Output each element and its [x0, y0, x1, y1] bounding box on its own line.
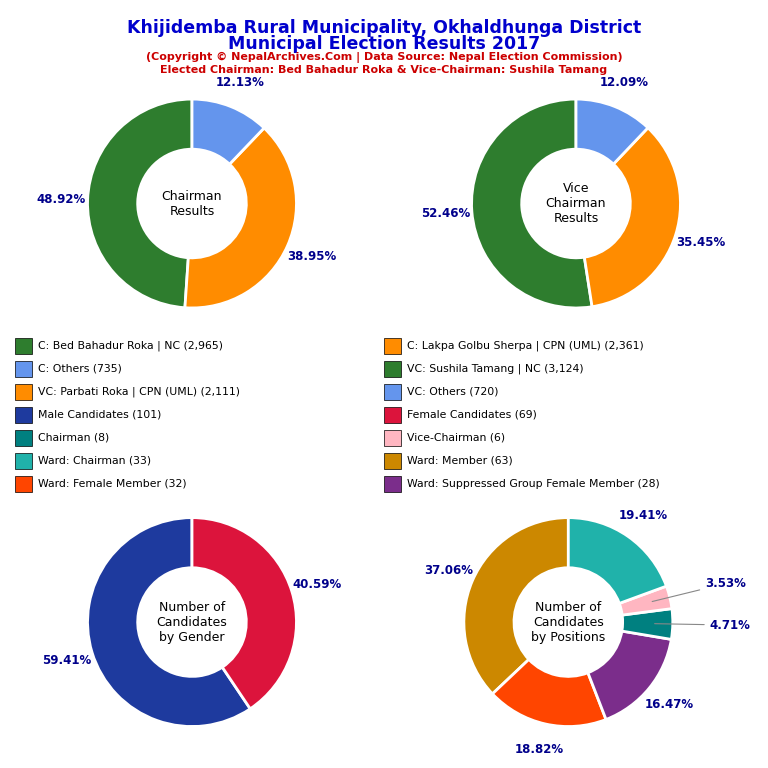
Wedge shape [584, 127, 680, 306]
Text: Female Candidates (69): Female Candidates (69) [406, 409, 537, 420]
Text: VC: Parbati Roka | CPN (UML) (2,111): VC: Parbati Roka | CPN (UML) (2,111) [38, 386, 240, 397]
Text: 40.59%: 40.59% [293, 578, 342, 591]
Text: (Copyright © NepalArchives.Com | Data Source: Nepal Election Commission): (Copyright © NepalArchives.Com | Data So… [146, 52, 622, 63]
Text: Male Candidates (101): Male Candidates (101) [38, 409, 161, 420]
Text: 16.47%: 16.47% [645, 698, 694, 711]
Wedge shape [588, 631, 671, 720]
Text: 18.82%: 18.82% [515, 743, 564, 756]
Text: VC: Others (720): VC: Others (720) [406, 386, 498, 397]
Text: 3.53%: 3.53% [652, 577, 746, 601]
Bar [384, 430, 401, 445]
Bar [384, 453, 401, 468]
Wedge shape [472, 99, 592, 308]
Bar [384, 476, 401, 492]
Bar [15, 453, 31, 468]
Bar [15, 430, 31, 445]
Text: 38.95%: 38.95% [287, 250, 336, 263]
Wedge shape [568, 518, 667, 604]
Text: 37.06%: 37.06% [424, 564, 473, 577]
Wedge shape [464, 518, 568, 694]
Text: C: Others (735): C: Others (735) [38, 363, 121, 374]
Text: Municipal Election Results 2017: Municipal Election Results 2017 [228, 35, 540, 52]
Bar [384, 407, 401, 423]
Text: Ward: Suppressed Group Female Member (28): Ward: Suppressed Group Female Member (28… [406, 478, 660, 489]
Bar [15, 407, 31, 423]
Wedge shape [492, 660, 606, 727]
Wedge shape [576, 99, 648, 164]
Text: VC: Sushila Tamang | NC (3,124): VC: Sushila Tamang | NC (3,124) [406, 363, 583, 374]
Text: C: Lakpa Golbu Sherpa | CPN (UML) (2,361): C: Lakpa Golbu Sherpa | CPN (UML) (2,361… [406, 340, 644, 351]
Text: C: Bed Bahadur Roka | NC (2,965): C: Bed Bahadur Roka | NC (2,965) [38, 340, 223, 351]
Bar [15, 476, 31, 492]
Text: 4.71%: 4.71% [654, 618, 750, 631]
Bar [15, 361, 31, 377]
Bar [384, 384, 401, 400]
Text: 19.41%: 19.41% [618, 508, 667, 521]
Bar [384, 338, 401, 354]
Text: Chairman (8): Chairman (8) [38, 432, 109, 443]
Wedge shape [88, 518, 250, 727]
Text: Ward: Chairman (33): Ward: Chairman (33) [38, 455, 151, 466]
Wedge shape [88, 99, 192, 308]
Text: Ward: Member (63): Ward: Member (63) [406, 455, 512, 466]
Text: 52.46%: 52.46% [421, 207, 471, 220]
Text: Number of
Candidates
by Positions: Number of Candidates by Positions [531, 601, 605, 644]
Text: Ward: Female Member (32): Ward: Female Member (32) [38, 478, 187, 489]
Text: Vice-Chairman (6): Vice-Chairman (6) [406, 432, 505, 443]
Wedge shape [192, 518, 296, 709]
Bar [15, 338, 31, 354]
Text: Khijidemba Rural Municipality, Okhaldhunga District: Khijidemba Rural Municipality, Okhaldhun… [127, 19, 641, 37]
Wedge shape [622, 608, 673, 640]
Text: 12.09%: 12.09% [600, 76, 649, 89]
Text: Elected Chairman: Bed Bahadur Roka & Vice-Chairman: Sushila Tamang: Elected Chairman: Bed Bahadur Roka & Vic… [161, 65, 607, 75]
Text: Number of
Candidates
by Gender: Number of Candidates by Gender [157, 601, 227, 644]
Text: 48.92%: 48.92% [37, 193, 86, 206]
Text: Vice
Chairman
Results: Vice Chairman Results [546, 182, 606, 225]
Text: 59.41%: 59.41% [42, 654, 91, 667]
Text: Chairman
Results: Chairman Results [162, 190, 222, 217]
Wedge shape [192, 99, 264, 164]
Text: 35.45%: 35.45% [676, 236, 725, 249]
Wedge shape [619, 586, 672, 615]
Bar [15, 384, 31, 400]
Bar [384, 361, 401, 377]
Text: 12.13%: 12.13% [216, 76, 265, 89]
Wedge shape [185, 128, 296, 308]
